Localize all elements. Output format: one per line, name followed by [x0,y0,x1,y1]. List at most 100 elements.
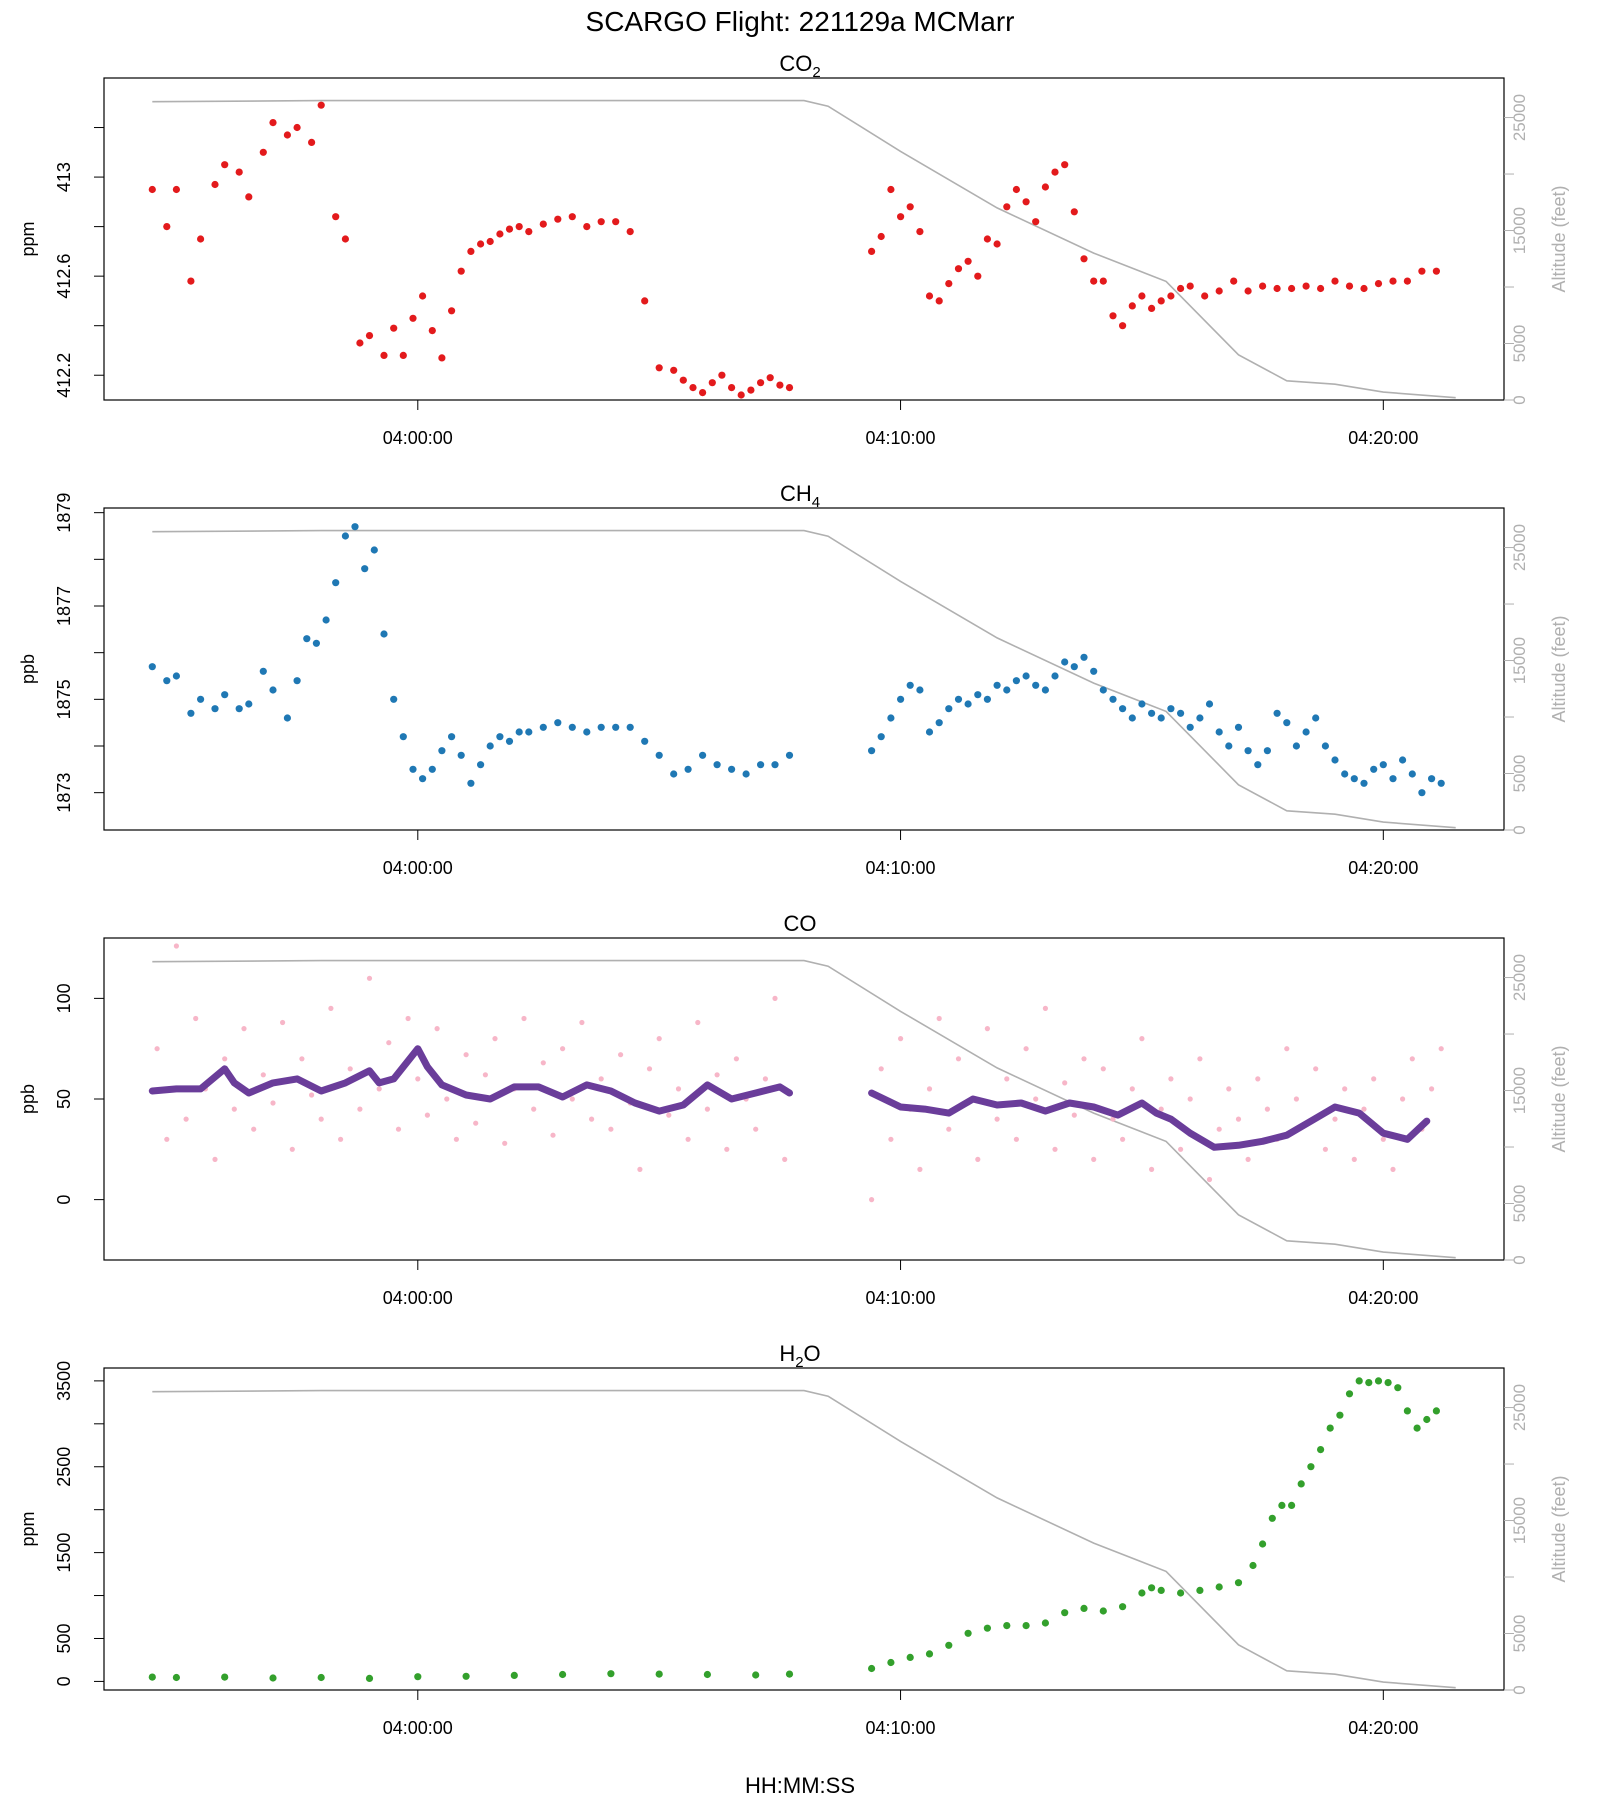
data-point [1022,1622,1030,1630]
altitude-tick-label: 0 [1510,395,1529,404]
data-point [1080,653,1088,661]
y-tick-label: 1500 [54,1533,74,1573]
data-point [380,630,388,638]
data-point [554,719,562,727]
data-point [172,1673,180,1682]
data-point [1394,1384,1402,1392]
panel-title: CH4 [780,481,820,511]
data-point [1317,1446,1325,1454]
data-point [1206,1176,1213,1183]
panel-3: CO 0 50 100 ppb 0 5000 15000 25000 Altitude (feet… [18,911,1569,1308]
data-point [608,1126,614,1132]
data-point [1177,709,1185,717]
data-point [370,546,378,554]
altitude-profile-line [152,99,1456,399]
data-point [395,1126,402,1132]
data-point [221,161,229,169]
data-point [356,339,364,347]
y-tick-label: 412.6 [54,254,74,299]
altitude-axis-label: Altitude (feet) [1549,1045,1569,1152]
data-point [183,1116,189,1122]
data-point [877,232,885,241]
panel-title-subscript: 2 [795,1354,803,1371]
y-tick-label: 1875 [54,679,74,719]
y-tick-label: 1877 [54,586,74,626]
data-point [197,235,205,243]
data-point [1071,1112,1077,1118]
data-point [742,770,750,778]
data-point [419,292,427,300]
data-point [655,1670,663,1678]
panel-4: H2O 0 500 1500 2500 3500 ppm 0 5000 15000 25000 Alt… [18,1341,1569,1738]
data-point [1283,719,1291,727]
data-point [718,371,726,379]
data-point [148,1673,156,1681]
data-point [1288,1501,1296,1509]
data-point [477,761,485,769]
data-point [964,700,972,708]
data-point [945,705,953,713]
data-point [1302,728,1310,736]
data-point [887,185,895,194]
data-point [737,391,745,399]
data-point [655,751,663,759]
data-point [1119,322,1127,330]
data-point [496,230,504,238]
data-point [1297,1480,1305,1488]
data-point [637,1166,643,1172]
data-point [1004,1076,1010,1082]
data-point [399,733,407,741]
data-point [579,1019,585,1026]
data-point [906,681,914,689]
data-point [993,240,1001,248]
data-point [626,228,634,236]
data-point [361,565,369,573]
y-tick-label: 0 [54,1676,74,1686]
data-point [728,765,736,773]
data-point [1331,756,1339,764]
data-point [583,223,591,231]
data-point [299,1056,305,1062]
data-point [1022,198,1030,206]
data-point [1099,277,1107,285]
data-point [708,379,716,387]
data-point [1091,1156,1097,1162]
data-point [1167,705,1175,713]
data-point [1293,1096,1299,1102]
data-point [983,695,992,703]
data-point [954,265,963,273]
panel-title-main: CH [780,481,812,506]
data-point [1215,1583,1223,1591]
data-point [757,761,765,769]
altitude-tick-label: 25000 [1510,954,1529,1001]
data-point [1355,1377,1363,1385]
data-point [869,1197,875,1203]
smoothed-series-line [148,1045,793,1115]
data-point [695,1019,701,1026]
data-point [482,1072,488,1078]
data-point [172,185,180,194]
data-point [925,728,934,736]
data-point [1205,700,1214,708]
panel-title-subscript: 2 [812,64,820,81]
data-point [646,1066,653,1072]
data-point [1215,728,1223,736]
data-point [897,213,905,221]
data-point [365,1674,374,1682]
data-point [424,1112,430,1118]
data-point [597,218,605,226]
data-point [1061,161,1069,169]
data-point [568,723,576,731]
data-point [341,532,349,540]
data-point [453,1136,459,1142]
data-point [1326,1424,1334,1432]
data-point [1042,1005,1048,1012]
data-point [1080,255,1088,263]
data-point [269,119,277,127]
data-point [1099,686,1107,694]
data-point [1313,1066,1319,1072]
data-point [376,1086,382,1092]
data-point [341,235,349,243]
data-point [1128,302,1136,310]
data-point [477,240,485,248]
